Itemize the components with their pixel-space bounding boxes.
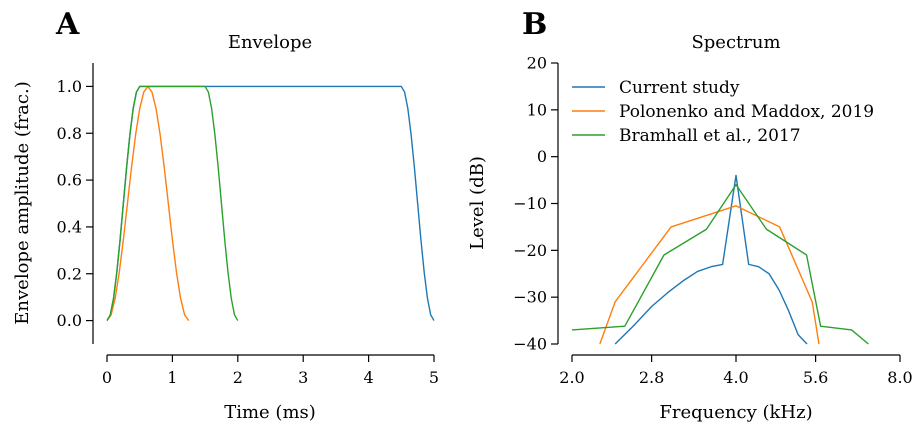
legend-entry: Current study [619,78,740,98]
x-tick-label: 0 [102,368,112,387]
y-tick-label: 10 [527,100,547,119]
y-tick-label: −30 [513,288,547,307]
b-series-line-1 [599,205,820,345]
y-tick-label: 0.8 [57,124,82,143]
x-tick-label: 2 [233,368,243,387]
panel-b-x-ticks: 2.0 2.8 4.0 5.6 8.0 [559,355,913,387]
y-tick-label: −40 [513,335,547,354]
panel-a-label: A [55,7,80,42]
x-tick-label: 3 [298,368,308,387]
panel-a: A Envelope 0.0 0.2 0.4 0.6 0.8 1.0 0 1 2 3 4 5 Tim… [12,7,439,423]
panel-b-x-axis-label: Frequency (kHz) [659,402,812,423]
x-tick-label: 5 [429,368,439,387]
b-series-line-2 [571,184,869,345]
x-tick-label: 2.0 [559,368,584,387]
panel-a-series [106,85,435,321]
a-series-line-1 [106,85,190,321]
panel-a-title: Envelope [228,32,312,53]
x-tick-label: 2.8 [639,368,664,387]
b-series-line-0 [614,174,808,345]
panel-b-label: B [522,7,547,42]
a-series-line-0 [106,85,435,321]
x-tick-label: 4 [364,368,374,387]
panel-b-title: Spectrum [691,32,780,53]
y-tick-label: 0.4 [57,217,82,236]
panel-a-y-ticks: 0.0 0.2 0.4 0.6 0.8 1.0 [57,77,93,330]
a-series-line-2 [106,85,239,321]
x-tick-label: 8.0 [887,368,912,387]
panel-a-x-axis-label: Time (ms) [224,402,316,423]
x-tick-label: 4.0 [723,368,748,387]
y-tick-label: 1.0 [57,77,82,96]
panel-b-y-ticks: −40 −30 −20 −10 0 10 20 [513,54,558,354]
panel-b-legend: Current study Polonenko and Maddox, 2019 B… [572,78,874,146]
y-tick-label: 0.0 [57,311,82,330]
y-tick-label: 0 [537,147,547,166]
panel-a-y-axis-label: Envelope amplitude (frac.) [12,81,33,324]
panel-a-x-ticks: 0 1 2 3 4 5 [102,355,439,387]
legend-entry: Polonenko and Maddox, 2019 [619,102,874,122]
x-tick-label: 1 [167,368,177,387]
legend-entry: Bramhall et al., 2017 [619,126,801,146]
y-tick-label: 0.6 [57,171,82,190]
panel-b: B Spectrum −40 −30 −20 −10 0 10 20 2.0 2.8 4.0 5.… [467,7,913,423]
y-tick-label: 20 [527,54,547,73]
panel-b-y-axis-label: Level (dB) [467,156,488,250]
y-tick-label: 0.2 [57,264,82,283]
x-tick-label: 5.6 [803,368,828,387]
y-tick-label: −20 [513,241,547,260]
y-tick-label: −10 [513,194,547,213]
panel-b-series [571,174,869,345]
